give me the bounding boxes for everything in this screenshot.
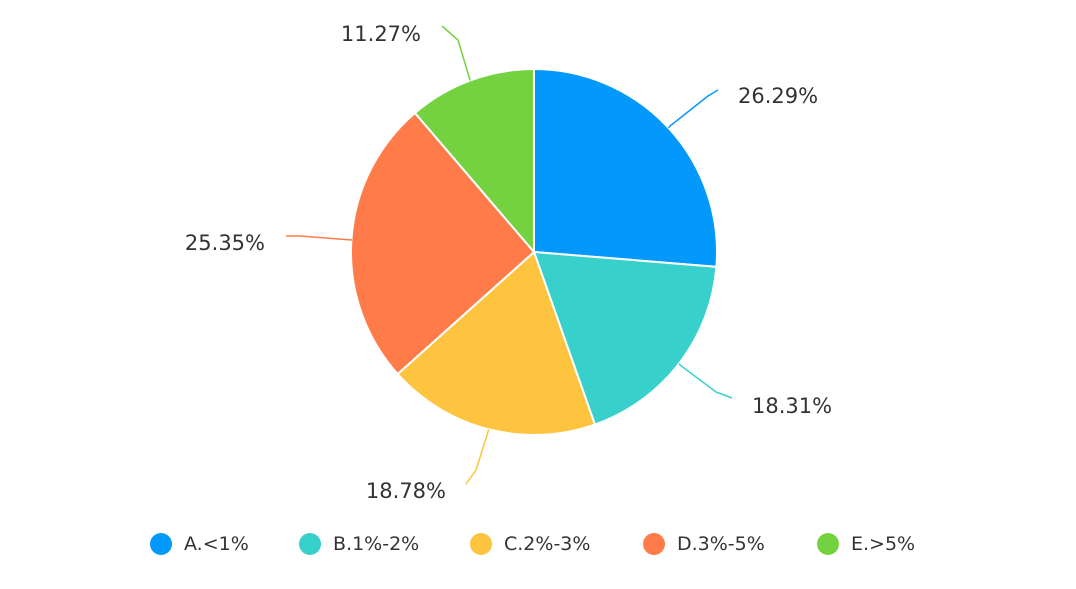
legend-label-c: C.2%-3% (504, 533, 591, 555)
leader-line-c (465, 429, 490, 485)
leader-line-e (441, 25, 471, 81)
legend-item-d[interactable]: D.3%-5% (643, 528, 765, 560)
slice-label-a: 26.29% (738, 84, 818, 108)
pie-slice-b[interactable] (532, 250, 718, 426)
slice-label-b: 18.31% (752, 394, 832, 418)
legend: A.<1% B.1%-2% C.2%-3% D.3%-5% E.>5% (0, 528, 1076, 560)
legend-item-a[interactable]: A.<1% (150, 528, 249, 560)
legend-item-b[interactable]: B.1%-2% (299, 528, 419, 560)
leader-line-a (667, 89, 719, 129)
legend-swatch-e (817, 533, 839, 555)
legend-item-c[interactable]: C.2%-3% (470, 528, 590, 560)
legend-swatch-b (299, 533, 321, 555)
legend-label-a: A.<1% (184, 533, 249, 555)
legend-label-b: B.1%-2% (333, 533, 420, 555)
pie-slice-a[interactable] (533, 67, 718, 268)
legend-label-d: D.3%-5% (677, 533, 765, 555)
slice-label-c: 18.78% (366, 479, 446, 503)
legend-swatch-d (643, 533, 665, 555)
legend-item-e[interactable]: E.>5% (817, 528, 915, 560)
legend-swatch-c (470, 533, 492, 555)
legend-label-e: E.>5% (851, 533, 916, 555)
leader-line-b (678, 363, 733, 399)
legend-swatch-a (150, 533, 172, 555)
pie-chart: 26.29% 18.31% 18.78% 25.35% 11.27% (185, 22, 832, 503)
slice-label-d: 25.35% (185, 231, 265, 255)
slice-label-e: 11.27% (341, 22, 421, 46)
leader-line-d (286, 235, 353, 241)
